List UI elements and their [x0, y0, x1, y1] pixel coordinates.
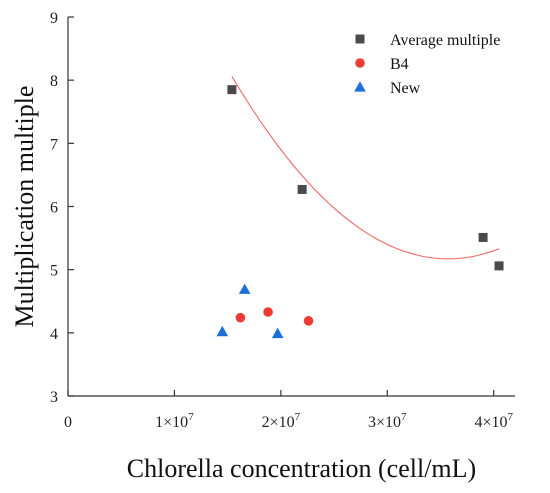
- y-tick-label: 4: [50, 326, 58, 343]
- x-tick-exponent: 7: [507, 411, 513, 423]
- x-tick-label: 4×107: [474, 411, 513, 431]
- x-tick-exponent: 7: [188, 411, 194, 423]
- axis-titles: Chlorella concentration (cell/mL) Multipl…: [10, 86, 476, 483]
- data-point-square: [494, 261, 504, 271]
- fit-curve-layer: [231, 76, 500, 260]
- legend-label: Average multiple: [390, 32, 500, 49]
- x-tick-exponent: 7: [401, 411, 407, 423]
- data-point-triangle: [238, 283, 251, 294]
- y-tick-label: 7: [50, 136, 58, 153]
- axes: 3 4 5 6 7 8 9 0 1×107 2×107 3×107 4×107: [50, 10, 515, 431]
- data-points: [216, 85, 504, 339]
- data-point-square: [297, 184, 307, 194]
- legend-marker-triangle: [354, 81, 366, 92]
- data-point-triangle: [216, 325, 229, 337]
- data-point-square: [478, 232, 488, 242]
- legend-label: New: [390, 80, 421, 97]
- x-tick-label: 2×107: [262, 411, 301, 431]
- x-tick-label: 1×107: [155, 411, 194, 431]
- legend-marker-square: [355, 34, 365, 44]
- y-tick-label: 9: [50, 10, 58, 27]
- fit-curve: [231, 76, 500, 260]
- legend-label: B4: [390, 56, 409, 73]
- x-tick-exponent: 7: [295, 411, 301, 423]
- x-axis-title: Chlorella concentration (cell/mL): [127, 454, 476, 483]
- legend-marker-circle: [355, 58, 365, 68]
- x-tick-label: 3×107: [368, 411, 407, 431]
- data-point-circle: [235, 312, 246, 323]
- data-point-circle: [263, 307, 273, 317]
- data-point-square: [227, 85, 237, 95]
- x-tick-label: 0: [64, 414, 72, 431]
- data-point-triangle: [271, 327, 284, 339]
- y-axis-title: Multiplication multiple: [10, 86, 39, 328]
- y-tick-label: 3: [50, 389, 58, 406]
- y-tick-label: 5: [50, 263, 58, 280]
- data-point-circle: [303, 316, 314, 326]
- y-tick-label: 6: [50, 200, 58, 217]
- y-tick-label: 8: [50, 73, 58, 90]
- legend: Average multiple B4 New: [354, 32, 500, 97]
